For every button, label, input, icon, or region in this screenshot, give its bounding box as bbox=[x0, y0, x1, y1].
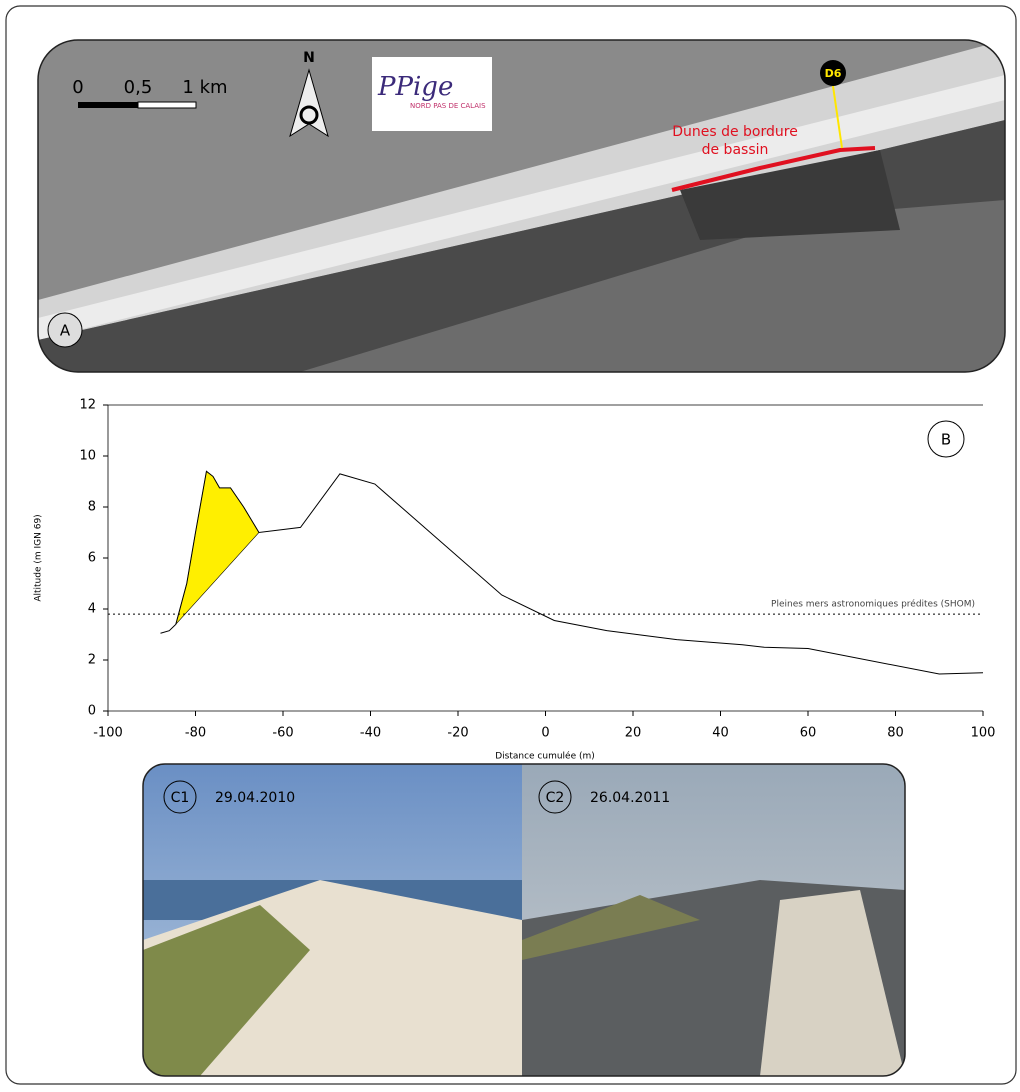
scale-label: 1 km bbox=[182, 77, 227, 98]
site-label: D6 bbox=[825, 67, 842, 80]
dune-line bbox=[671, 146, 876, 192]
y-tick-label: 2 bbox=[88, 653, 96, 668]
north-arrow-icon bbox=[299, 105, 319, 125]
feature-label: de bassin bbox=[702, 142, 769, 158]
scale-label: 0 bbox=[72, 77, 83, 98]
panel-marker bbox=[538, 780, 572, 814]
y-axis-label: Altitude (m IGN 69) bbox=[34, 514, 44, 601]
x-tick-label: -60 bbox=[272, 726, 293, 741]
y-tick-label: 10 bbox=[79, 449, 96, 464]
x-tick-label: -80 bbox=[185, 726, 206, 741]
y-tick-label: 12 bbox=[79, 398, 96, 413]
x-tick-label: 60 bbox=[800, 726, 817, 741]
scale-label: 0,5 bbox=[124, 77, 153, 98]
highlight-area bbox=[175, 470, 260, 625]
logo-subtitle: NORD PAS DE CALAIS bbox=[410, 102, 486, 110]
map-border bbox=[37, 39, 1006, 373]
panel-label: B bbox=[941, 431, 951, 449]
panel-marker bbox=[163, 780, 197, 814]
x-tick-label: 20 bbox=[625, 726, 642, 741]
x-tick-label: -40 bbox=[360, 726, 381, 741]
x-tick-label: 40 bbox=[712, 726, 729, 741]
y-tick-label: 4 bbox=[88, 602, 96, 617]
logo: PPige bbox=[377, 72, 453, 102]
frame bbox=[5, 5, 1017, 1085]
photos bbox=[143, 764, 905, 1076]
feature-label: Dunes de bordure bbox=[672, 124, 798, 140]
scale-bar bbox=[78, 102, 138, 108]
x-tick-label: 80 bbox=[887, 726, 904, 741]
panel-label: C1 bbox=[171, 790, 190, 806]
y-tick-label: 6 bbox=[88, 551, 96, 566]
y-tick-label: 8 bbox=[88, 500, 96, 515]
site-marker bbox=[820, 60, 846, 86]
x-axis-label: Distance cumulée (m) bbox=[495, 751, 595, 762]
scale-bar bbox=[137, 101, 197, 109]
panel-label: A bbox=[60, 322, 71, 340]
x-tick-label: -100 bbox=[93, 726, 123, 741]
x-tick-label: 100 bbox=[971, 726, 996, 741]
panel-label: C2 bbox=[546, 790, 565, 806]
reference-label: Pleines mers astronomiques prédites (SHO… bbox=[771, 599, 975, 610]
profile-line bbox=[160, 470, 984, 675]
chart: Altitude (m IGN 69) Distance cumulée (m)… bbox=[34, 398, 996, 762]
north-label: N bbox=[303, 50, 315, 66]
panel-marker bbox=[927, 420, 965, 458]
x-tick-label: -20 bbox=[447, 726, 468, 741]
panel-marker bbox=[47, 312, 83, 348]
photo-date: 29.04.2010 bbox=[215, 790, 295, 806]
site-line bbox=[832, 85, 843, 149]
x-tick-label: 0 bbox=[541, 726, 549, 741]
logo-box bbox=[372, 57, 492, 131]
map bbox=[38, 40, 1005, 372]
photos-border bbox=[142, 763, 906, 1077]
photo-date: 26.04.2011 bbox=[590, 790, 670, 806]
y-tick-label: 0 bbox=[88, 704, 96, 719]
